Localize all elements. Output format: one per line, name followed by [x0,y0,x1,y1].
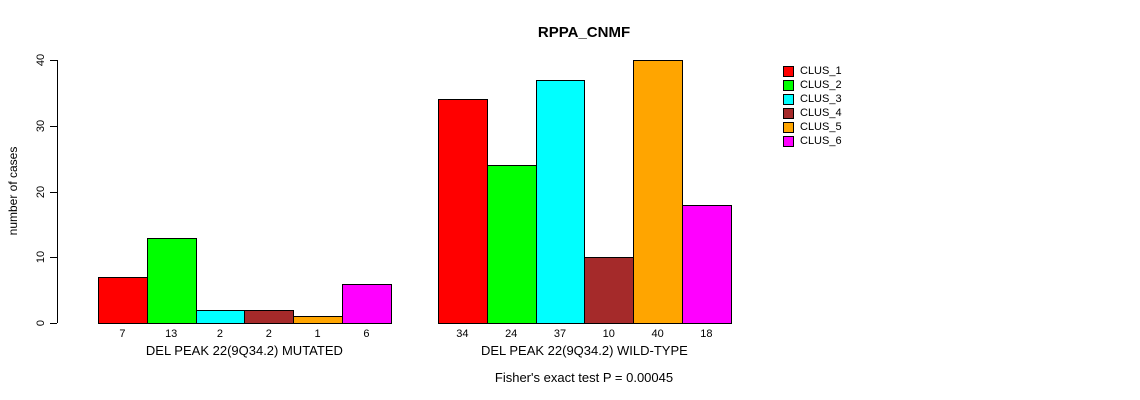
bar-value-label: 7 [119,328,126,340]
bar-value-label: 40 [651,328,664,340]
legend-item: CLUS_6 [783,134,842,148]
y-tick [50,191,57,193]
legend-swatch [783,107,794,119]
bar-value-label: 6 [363,328,370,340]
bar [195,309,246,324]
y-tick [50,125,57,127]
bar [438,99,488,324]
y-tick-label: 20 [35,185,47,198]
bar-value-label: 1 [314,328,321,340]
y-tick-label: 30 [35,119,47,132]
legend-swatch [783,135,794,147]
bar [98,276,148,324]
y-tick [50,257,57,259]
bar-value-label: 24 [505,328,518,340]
legend-label: CLUS_6 [800,135,842,147]
legend-swatch [783,93,794,105]
bar [486,165,537,324]
legend-item: CLUS_4 [783,106,842,120]
bar-value-label: 13 [165,328,178,340]
bar [633,60,683,324]
legend-item: CLUS_2 [783,78,842,92]
y-axis [57,60,58,323]
y-axis-label: number of cases [6,146,20,236]
legend-item: CLUS_3 [783,92,842,106]
legend-label: CLUS_2 [800,79,842,91]
legend-swatch [783,79,794,91]
bar [146,237,197,324]
legend-label: CLUS_5 [800,121,842,133]
bar [682,204,732,324]
y-tick-label: 10 [35,251,47,264]
bar-value-label: 34 [456,328,469,340]
legend-label: CLUS_1 [800,65,842,77]
y-tick [50,323,57,324]
bar [535,79,586,324]
bar-value-label: 2 [216,328,224,340]
y-tick-label: 40 [35,53,47,67]
bar-value-label: 37 [553,328,567,340]
legend-label: CLUS_3 [800,93,842,105]
y-tick-label: 0 [35,319,47,327]
group-label: DEL PEAK 22(9Q34.2) WILD-TYPE [480,343,688,358]
annotation-text: Fisher's exact test P = 0.00045 [494,370,674,385]
legend-swatch [783,65,794,77]
bar [342,283,392,324]
bar [584,257,635,324]
bar [293,316,343,324]
bar-value-label: 18 [700,328,713,340]
y-tick [50,60,57,61]
bar [244,309,295,324]
chart-title: RPPA_CNMF [537,24,631,41]
legend-label: CLUS_4 [800,107,842,119]
legend-item: CLUS_5 [783,120,842,134]
bar-value-label: 10 [602,328,615,340]
legend-item: CLUS_1 [783,64,842,78]
legend: CLUS_1 CLUS_2 CLUS_3 CLUS_4 CLUS_5 CLUS_6 [783,64,842,148]
group-label: DEL PEAK 22(9Q34.2) MUTATED [145,343,343,358]
bar-value-label: 2 [265,328,272,340]
legend-swatch [783,121,794,133]
